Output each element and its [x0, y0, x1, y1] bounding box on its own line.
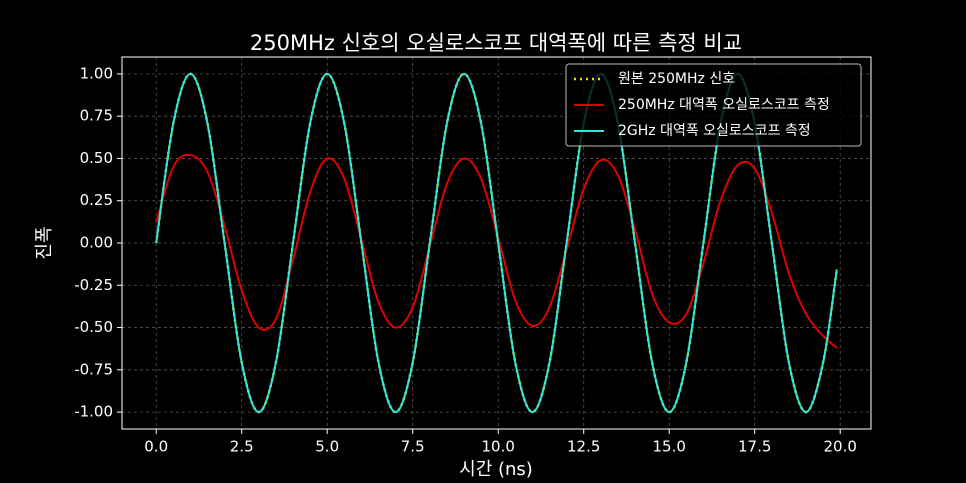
- x-tick-label: 7.5: [401, 438, 425, 456]
- y-tick-label: -0.50: [74, 318, 113, 336]
- legend-label: 250MHz 대역폭 오실로스코프 측정: [618, 97, 830, 113]
- x-tick-label: 15.0: [653, 438, 686, 456]
- y-tick-label: 0.00: [80, 234, 113, 252]
- y-tick-label: 1.00: [80, 64, 113, 82]
- x-tick-label: 10.0: [482, 438, 515, 456]
- y-tick-label: 0.50: [80, 149, 113, 167]
- legend-label: 원본 250MHz 신호: [618, 71, 735, 87]
- y-axis-label: 진폭: [34, 226, 55, 259]
- y-tick-label: 0.25: [80, 191, 113, 209]
- plot-frame: [121, 56, 872, 430]
- legend-frame: [565, 63, 862, 147]
- chart-title: 250MHz 신호의 오실로스코프 대역폭에 따른 측정 비교: [250, 31, 742, 55]
- y-tick-label: -0.25: [74, 276, 113, 294]
- y-tick-label: 0.75: [80, 107, 113, 125]
- x-tick-label: 20.0: [824, 438, 857, 456]
- legend: 원본 250MHz 신호 250MHz 대역폭 오실로스코프 측정 2GHz 대역폭…: [565, 63, 862, 147]
- x-tick-label: 2.5: [230, 438, 254, 456]
- x-tick-label: 12.5: [567, 438, 600, 456]
- x-tick-label: 0.0: [144, 438, 168, 456]
- x-tick-label: 5.0: [315, 438, 339, 456]
- x-axis-label: 시간 (ns): [459, 459, 533, 480]
- y-tick-label: -1.00: [74, 403, 113, 421]
- legend-label: 2GHz 대역폭 오실로스코프 측정: [618, 123, 811, 139]
- x-tick-label: 17.5: [738, 438, 771, 456]
- y-tick-label: -0.75: [74, 360, 113, 378]
